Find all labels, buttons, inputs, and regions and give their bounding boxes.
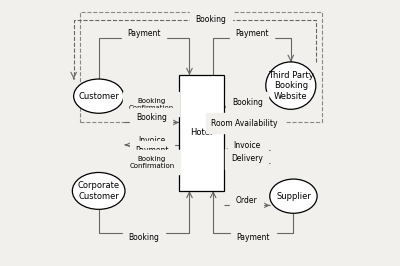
Text: Customer: Customer xyxy=(78,92,119,101)
Ellipse shape xyxy=(74,79,124,113)
Ellipse shape xyxy=(270,179,317,213)
Text: Corporate
Customer: Corporate Customer xyxy=(78,181,120,201)
Text: Hotel: Hotel xyxy=(190,128,212,138)
Text: Booking: Booking xyxy=(195,15,226,24)
Text: Payment: Payment xyxy=(127,29,161,38)
Text: Payment: Payment xyxy=(135,146,169,155)
Text: Supplier: Supplier xyxy=(276,192,311,201)
Text: Third Party
Booking
Website: Third Party Booking Website xyxy=(268,71,314,101)
Text: Payment: Payment xyxy=(236,233,270,242)
Text: Booking
Confirmation: Booking Confirmation xyxy=(129,98,174,111)
Text: Booking
Confirmation: Booking Confirmation xyxy=(129,156,174,169)
Text: Booking: Booking xyxy=(232,98,263,107)
Text: Booking: Booking xyxy=(129,233,160,242)
Text: Invoice: Invoice xyxy=(138,136,166,145)
Text: Order: Order xyxy=(236,196,258,205)
Text: Room Availability: Room Availability xyxy=(212,119,278,128)
Bar xyxy=(80,12,322,122)
Bar xyxy=(179,75,224,191)
Text: Booking: Booking xyxy=(136,114,167,122)
Text: Invoice: Invoice xyxy=(233,141,260,150)
Text: Delivery: Delivery xyxy=(231,154,263,163)
Ellipse shape xyxy=(266,62,316,109)
Ellipse shape xyxy=(72,172,125,209)
Text: Payment: Payment xyxy=(235,29,269,38)
